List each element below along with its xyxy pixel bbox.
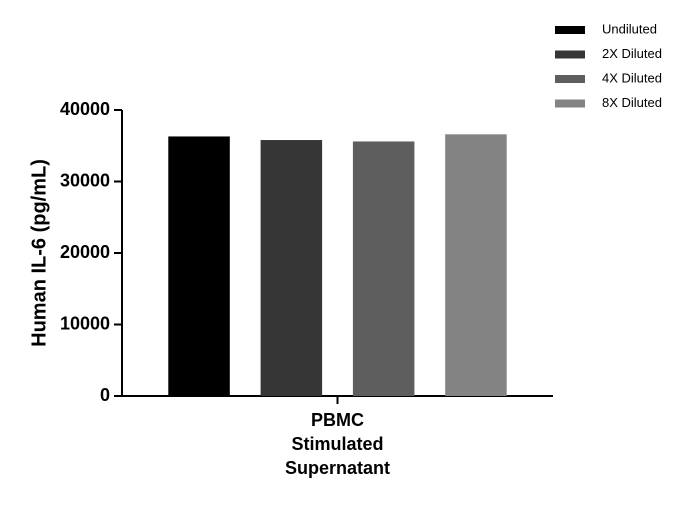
bar <box>445 134 507 396</box>
y-tick-label: 40000 <box>60 99 110 119</box>
y-tick-label: 0 <box>100 385 110 405</box>
bar <box>168 136 230 396</box>
legend-swatch <box>555 99 585 108</box>
legend-label: Undiluted <box>602 21 657 36</box>
bar <box>352 141 415 396</box>
legend-label: 2X Diluted <box>602 46 662 61</box>
legend-swatch <box>555 26 585 34</box>
y-tick-label: 10000 <box>60 313 110 333</box>
legend-swatch <box>555 50 585 59</box>
bar <box>260 140 323 396</box>
legend-swatch <box>555 75 585 83</box>
y-tick-label: 20000 <box>60 242 110 262</box>
legend-label: 4X Diluted <box>602 70 662 85</box>
y-axis-label: Human IL-6 (pg/mL) <box>28 159 50 347</box>
x-tick-label: PBMC Stimulated Supernatant <box>285 410 390 478</box>
y-tick-label: 30000 <box>60 170 110 190</box>
legend-label: 8X Diluted <box>602 95 662 110</box>
